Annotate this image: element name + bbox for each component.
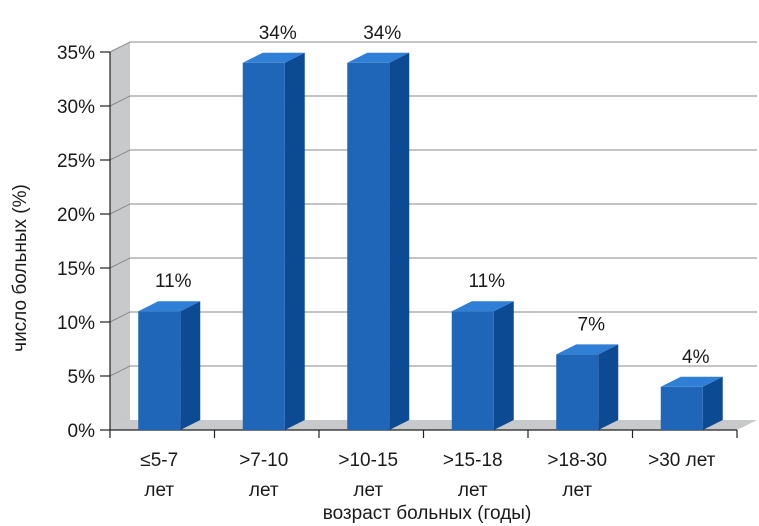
bar-top [556, 344, 619, 355]
y-tick-label: 0% [68, 421, 96, 442]
bar-side [598, 344, 619, 430]
data-label: 11% [155, 271, 192, 292]
data-label: 4% [682, 347, 710, 368]
x-tick-label: >15-18 [443, 450, 503, 471]
y-tick-label: 25% [57, 151, 95, 172]
x-tick-label: ≤5-7 [140, 450, 178, 471]
bar-top [451, 301, 514, 312]
bar-top [242, 52, 305, 63]
bar-front [556, 354, 599, 430]
y-tick-label: 20% [57, 205, 95, 226]
y-tick-label: 10% [57, 313, 95, 334]
gridline [109, 311, 757, 323]
x-tick-label: лет [144, 480, 174, 501]
x-tick-label: лет [458, 480, 488, 501]
bar-top [347, 52, 410, 63]
data-label: 11% [468, 271, 505, 292]
bar-front [138, 311, 181, 430]
x-tick-label: лет [353, 480, 383, 501]
y-tick-label: 15% [57, 259, 95, 280]
bar [451, 301, 514, 430]
bar [347, 52, 410, 431]
bar-front [242, 62, 285, 431]
bar-side [389, 52, 410, 431]
bar [138, 301, 201, 430]
gridline [109, 95, 757, 107]
bar-front [451, 311, 494, 430]
bar-side [493, 301, 514, 430]
y-tick-label: 30% [57, 97, 95, 118]
x-tick-label: >30 лет [648, 450, 716, 471]
bar-top [138, 301, 201, 312]
chart-text: 0% 5% 10% 15% 20% 25% 30% 35% 11% ≤5-7 лет 34% >7-10… [57, 23, 716, 501]
y-tick-label: 35% [57, 43, 95, 64]
bar [660, 376, 723, 430]
x-axis-title: возраст больных (годы) [323, 503, 532, 524]
bar-side [284, 52, 305, 431]
data-label: 34% [259, 23, 297, 44]
chart-side-wall [110, 42, 130, 430]
bar-side [702, 376, 723, 430]
bar-top [660, 376, 723, 387]
chart-bars [138, 52, 723, 431]
gridline [109, 41, 757, 53]
gridline [109, 203, 757, 215]
bar [242, 52, 305, 431]
x-tick-label: лет [249, 480, 279, 501]
bar [556, 344, 619, 430]
y-axis-title: число больных (%) [10, 184, 31, 352]
gridline [109, 257, 757, 269]
gridline [109, 365, 757, 377]
bar-side [180, 301, 201, 430]
gridline [109, 149, 757, 161]
data-label: 7% [578, 314, 606, 335]
x-tick-label: >7-10 [239, 450, 288, 471]
y-tick-label: 5% [68, 367, 96, 388]
x-tick-label: >10-15 [338, 450, 398, 471]
bar-front [660, 386, 703, 430]
bar-front [347, 62, 390, 431]
chart-floor [110, 420, 757, 430]
data-label: 34% [363, 23, 401, 44]
x-tick-label: лет [562, 480, 592, 501]
x-tick-label: >18-30 [547, 450, 607, 471]
